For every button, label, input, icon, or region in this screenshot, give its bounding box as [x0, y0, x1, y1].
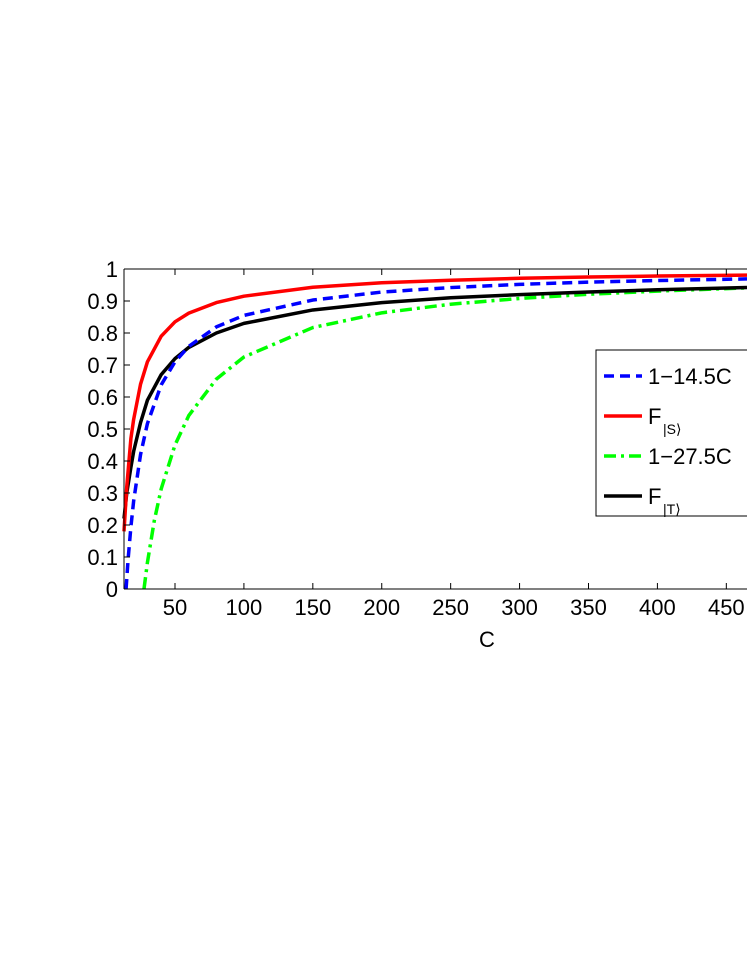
x-tick-label: 300 — [501, 595, 538, 620]
y-tick-label: 0.3 — [87, 481, 118, 506]
series-line-1 — [124, 277, 747, 590]
y-tick-label: 0 — [106, 577, 118, 602]
series-layer — [122, 273, 747, 590]
y-tick-label: 0.1 — [87, 545, 118, 570]
legend-label-1: 1−14.5C — [648, 364, 732, 389]
legend-label-subscript-2: |S⟩ — [663, 421, 681, 437]
legend-items: 1−14.5CF |S⟩1−27.5CF |T⟩ — [604, 364, 732, 517]
y-tick-label: 0.9 — [87, 289, 118, 314]
legend-label-3: 1−27.5C — [648, 444, 732, 469]
legend-label-subscript-4: |T⟩ — [663, 501, 681, 517]
x-tick-label: 250 — [432, 595, 469, 620]
x-tick-label: 50 — [163, 595, 187, 620]
x-axis-label: C — [479, 627, 495, 652]
x-tick-label: 450 — [708, 595, 745, 620]
y-tick-label: 0.7 — [87, 353, 118, 378]
y-tick-label: 0.8 — [87, 321, 118, 346]
x-tick-label: 400 — [639, 595, 676, 620]
y-tick-label: 0.5 — [87, 417, 118, 442]
series-line-3 — [142, 286, 747, 590]
series-line-4 — [122, 285, 747, 519]
x-tick-label: 350 — [570, 595, 607, 620]
legend: 1−14.5CF |S⟩1−27.5CF |T⟩ — [595, 349, 747, 517]
legend-label-4: F — [648, 484, 661, 509]
legend-label-2: F — [648, 404, 661, 429]
x-tick-label: 150 — [294, 595, 331, 620]
y-axis-ticks: 0 0.1 0.2 0.3 0.4 0.5 0.6 0.7 0.8 0.9 1 — [87, 257, 130, 602]
x-tick-label: 100 — [226, 595, 263, 620]
y-tick-label: 0.2 — [87, 513, 118, 538]
y-tick-label: 1 — [106, 257, 118, 282]
x-axis-ticks: 50 100 150 200 250 300 350 400 450 — [163, 269, 745, 620]
series-line-2 — [122, 273, 747, 532]
y-tick-label: 0.6 — [87, 385, 118, 410]
y-tick-label: 0.4 — [87, 449, 118, 474]
x-tick-label: 200 — [363, 595, 400, 620]
